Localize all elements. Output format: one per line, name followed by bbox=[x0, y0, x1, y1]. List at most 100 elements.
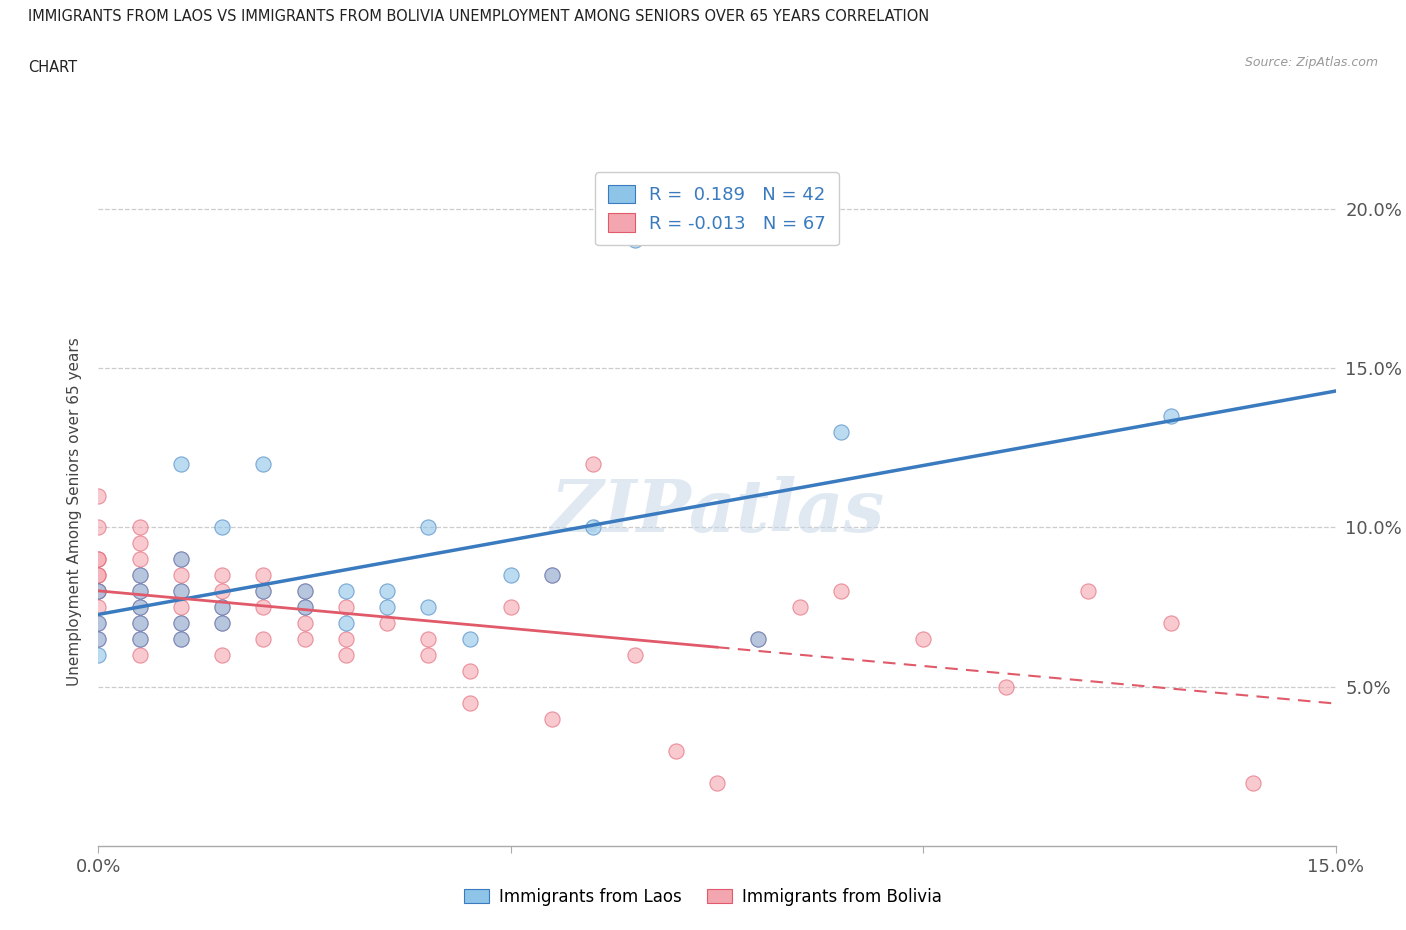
Point bbox=[458, 663, 481, 678]
Point bbox=[418, 520, 440, 535]
Point bbox=[170, 600, 193, 615]
Point bbox=[211, 600, 233, 615]
Point bbox=[706, 775, 728, 790]
Point bbox=[458, 696, 481, 711]
Point bbox=[211, 616, 233, 631]
Point bbox=[170, 551, 193, 566]
Point bbox=[211, 647, 233, 662]
Legend: R =  0.189   N = 42, R = -0.013   N = 67: R = 0.189 N = 42, R = -0.013 N = 67 bbox=[595, 172, 839, 246]
Point bbox=[128, 616, 150, 631]
Point bbox=[128, 551, 150, 566]
Text: CHART: CHART bbox=[28, 60, 77, 75]
Text: ZIPatlas: ZIPatlas bbox=[550, 476, 884, 547]
Point bbox=[418, 600, 440, 615]
Point bbox=[747, 631, 769, 646]
Point bbox=[623, 233, 645, 248]
Point bbox=[87, 616, 110, 631]
Point bbox=[789, 600, 811, 615]
Point bbox=[1241, 775, 1264, 790]
Point bbox=[87, 551, 110, 566]
Point bbox=[541, 568, 564, 583]
Point bbox=[170, 631, 193, 646]
Point bbox=[170, 551, 193, 566]
Point bbox=[170, 568, 193, 583]
Point bbox=[294, 600, 316, 615]
Point bbox=[211, 600, 233, 615]
Point bbox=[335, 600, 357, 615]
Point bbox=[665, 743, 688, 758]
Legend: Immigrants from Laos, Immigrants from Bolivia: Immigrants from Laos, Immigrants from Bo… bbox=[457, 881, 949, 912]
Point bbox=[294, 600, 316, 615]
Point bbox=[128, 600, 150, 615]
Point bbox=[128, 536, 150, 551]
Point bbox=[499, 600, 522, 615]
Point bbox=[211, 520, 233, 535]
Point bbox=[87, 551, 110, 566]
Point bbox=[499, 568, 522, 583]
Point bbox=[582, 520, 605, 535]
Text: IMMIGRANTS FROM LAOS VS IMMIGRANTS FROM BOLIVIA UNEMPLOYMENT AMONG SENIORS OVER : IMMIGRANTS FROM LAOS VS IMMIGRANTS FROM … bbox=[28, 9, 929, 24]
Point bbox=[294, 631, 316, 646]
Point bbox=[582, 457, 605, 472]
Point bbox=[541, 568, 564, 583]
Point bbox=[170, 616, 193, 631]
Point bbox=[87, 584, 110, 599]
Point bbox=[170, 457, 193, 472]
Point bbox=[211, 568, 233, 583]
Point bbox=[128, 568, 150, 583]
Point bbox=[1077, 584, 1099, 599]
Point bbox=[170, 584, 193, 599]
Point bbox=[87, 520, 110, 535]
Point bbox=[87, 600, 110, 615]
Point bbox=[335, 647, 357, 662]
Point bbox=[335, 631, 357, 646]
Point bbox=[335, 616, 357, 631]
Point bbox=[87, 584, 110, 599]
Point bbox=[912, 631, 935, 646]
Point bbox=[128, 584, 150, 599]
Point bbox=[541, 711, 564, 726]
Point bbox=[830, 424, 852, 439]
Point bbox=[170, 616, 193, 631]
Point bbox=[747, 631, 769, 646]
Point bbox=[375, 616, 398, 631]
Point bbox=[335, 584, 357, 599]
Point bbox=[252, 631, 274, 646]
Point bbox=[623, 647, 645, 662]
Point bbox=[87, 584, 110, 599]
Point bbox=[128, 584, 150, 599]
Point bbox=[87, 488, 110, 503]
Point bbox=[211, 616, 233, 631]
Point bbox=[252, 600, 274, 615]
Point bbox=[252, 584, 274, 599]
Y-axis label: Unemployment Among Seniors over 65 years: Unemployment Among Seniors over 65 years bbox=[67, 338, 83, 686]
Point bbox=[170, 584, 193, 599]
Point bbox=[211, 584, 233, 599]
Point bbox=[87, 616, 110, 631]
Point bbox=[87, 631, 110, 646]
Point bbox=[1160, 408, 1182, 423]
Point bbox=[458, 631, 481, 646]
Point bbox=[418, 647, 440, 662]
Point bbox=[128, 520, 150, 535]
Point bbox=[170, 631, 193, 646]
Point bbox=[375, 600, 398, 615]
Point bbox=[294, 584, 316, 599]
Point bbox=[294, 584, 316, 599]
Point bbox=[1160, 616, 1182, 631]
Point bbox=[128, 647, 150, 662]
Text: Source: ZipAtlas.com: Source: ZipAtlas.com bbox=[1244, 56, 1378, 69]
Point bbox=[128, 568, 150, 583]
Point bbox=[994, 680, 1017, 695]
Point bbox=[418, 631, 440, 646]
Point bbox=[128, 616, 150, 631]
Point bbox=[87, 568, 110, 583]
Point bbox=[252, 584, 274, 599]
Point bbox=[87, 568, 110, 583]
Point bbox=[87, 647, 110, 662]
Point bbox=[252, 568, 274, 583]
Point bbox=[830, 584, 852, 599]
Point bbox=[252, 457, 274, 472]
Point bbox=[87, 631, 110, 646]
Point bbox=[294, 616, 316, 631]
